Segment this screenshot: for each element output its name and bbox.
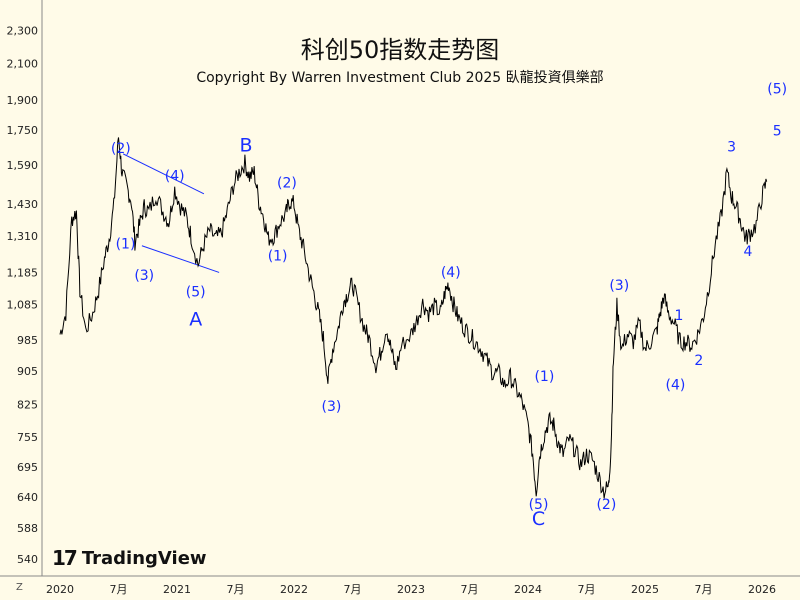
x-tick-label: 7月: [461, 583, 479, 596]
scale-toggle-button[interactable]: Z: [16, 582, 23, 593]
wave-label-major: C: [532, 508, 545, 530]
x-tick-label: 2024: [514, 583, 542, 596]
wave-label: (3): [609, 278, 629, 294]
y-tick-label: 905: [17, 365, 38, 378]
x-tick-label: 2021: [163, 583, 191, 596]
wave-annotation-layer: (2)(4)(1)(3)(5)AB(2)(1)(3)(4)(1)(5)C(2)(…: [111, 82, 787, 530]
x-tick-label: 2020: [46, 583, 74, 596]
y-tick-label: 1,900: [7, 94, 39, 107]
wave-label: (4): [165, 168, 185, 184]
x-axis: 2020 7月 2021 7月 2022 7月 2023 7月 2024 7月 2025 7月 2026: [46, 583, 776, 596]
x-tick-label: 2023: [397, 583, 425, 596]
wave-label: 3: [727, 140, 736, 156]
tradingview-logo-icon: 17: [52, 546, 78, 570]
y-tick-label: 1,750: [7, 124, 39, 137]
y-tick-label: 1,185: [7, 266, 39, 279]
x-tick-label: 7月: [695, 583, 713, 596]
tradingview-logo-text: TradingView: [81, 547, 207, 569]
chart-subtitle: Copyright By Warren Investment Club 2025…: [196, 70, 604, 86]
y-tick-label: 825: [17, 399, 38, 412]
y-tick-label: 1,430: [7, 198, 39, 211]
trendline-layer: [122, 153, 220, 273]
price-line: [59, 137, 768, 499]
y-tick-label: 1,590: [7, 159, 39, 172]
x-tick-label: 2022: [280, 583, 308, 596]
wave-label: (1): [268, 248, 288, 264]
wave-trendline: [141, 245, 220, 273]
wave-label: (5): [767, 82, 787, 98]
x-tick-label: 7月: [227, 583, 245, 596]
wave-label: (2): [596, 497, 616, 513]
wave-label: 4: [743, 244, 752, 260]
plot-frame: [0, 0, 800, 577]
x-tick-label: 7月: [344, 583, 362, 596]
y-tick-label: 1,310: [7, 230, 39, 243]
wave-label: (5): [186, 284, 206, 300]
wave-label: 2: [694, 353, 703, 369]
wave-label: (3): [322, 399, 342, 415]
wave-label: (1): [116, 237, 136, 253]
wave-label: 5: [773, 123, 782, 139]
series-layer: [59, 137, 768, 499]
wave-label: (4): [665, 377, 685, 393]
y-tick-label: 695: [17, 461, 38, 474]
y-tick-label: 1,085: [7, 299, 39, 312]
y-tick-label: 588: [17, 522, 38, 535]
x-tick-label: 2026: [748, 583, 776, 596]
x-tick-label: 7月: [578, 583, 596, 596]
wave-label: (1): [534, 369, 554, 385]
x-tick-label: 2025: [631, 583, 659, 596]
wave-label: 1: [674, 308, 683, 324]
y-tick-label: 985: [17, 334, 38, 347]
wave-label: (3): [134, 268, 154, 284]
wave-label: (4): [441, 265, 461, 281]
wave-trendline: [122, 153, 205, 195]
y-tick-label: 755: [17, 431, 38, 444]
tradingview-logo[interactable]: 17 TradingView: [52, 545, 207, 571]
wave-label: (5): [529, 497, 549, 513]
y-tick-label: 640: [17, 491, 38, 504]
y-tick-label: 2,100: [7, 58, 39, 71]
y-tick-label: 2,300: [7, 24, 39, 37]
wave-label: (2): [111, 141, 131, 157]
y-tick-label: 540: [17, 553, 38, 566]
y-axis: 2,300 2,100 1,900 1,750 1,590 1,430 1,310 1,185…: [7, 24, 39, 566]
chart-title: 科创50指数走势图: [300, 36, 500, 64]
wave-label: (2): [277, 176, 297, 192]
wave-label-major: B: [240, 135, 253, 157]
wave-label-major: A: [189, 308, 202, 330]
x-tick-label: 7月: [110, 583, 128, 596]
